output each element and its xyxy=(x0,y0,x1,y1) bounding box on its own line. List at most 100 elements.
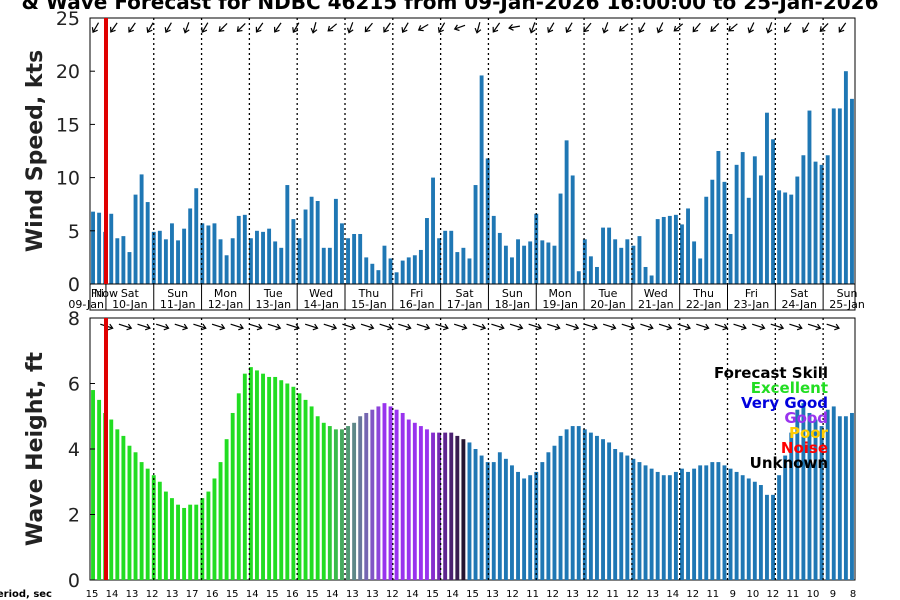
wind-arrow-head xyxy=(656,27,663,34)
legend-entry: Good xyxy=(784,409,828,427)
wave-bar xyxy=(497,452,502,580)
wind-arrow xyxy=(474,22,482,34)
wave-arrow-head xyxy=(796,323,803,331)
wind-arrow-head xyxy=(146,27,153,34)
wind-arrow-shaft xyxy=(165,22,172,32)
wind-bar xyxy=(267,228,272,284)
wave-panel: 0 2 4 6 8 Wave Height, ft Period, sec 15 14 13 12 1… xyxy=(0,308,856,600)
wind-arrow-shaft xyxy=(274,22,282,32)
wind-arrow-head xyxy=(364,26,371,33)
wind-y-axis-label: Wind Speed, kts xyxy=(23,50,48,252)
wind-arrow xyxy=(110,22,118,33)
wave-arrow-head xyxy=(238,323,244,331)
period-value: 10 xyxy=(807,589,820,600)
wave-bar xyxy=(850,412,854,580)
wind-bar xyxy=(728,233,733,284)
wave-bar xyxy=(382,403,387,580)
period-value: 15 xyxy=(226,589,239,600)
wave-arrow xyxy=(304,323,319,331)
period-value: 11 xyxy=(606,589,619,600)
wind-bar xyxy=(151,231,156,284)
day-label-dow: Fri xyxy=(91,287,104,300)
wave-bar xyxy=(194,504,199,580)
day-label-date: 25-Jan xyxy=(829,298,865,311)
day-label-dow: Fri xyxy=(410,287,423,300)
wave-arrow xyxy=(398,323,412,331)
wave-bar xyxy=(576,426,581,580)
wave-arrow-shaft xyxy=(751,323,764,329)
wind-arrow-shaft xyxy=(566,22,573,32)
wind-ytick-label: 0 xyxy=(68,274,80,296)
period-value: 12 xyxy=(626,589,639,600)
day-label-dow: Thu xyxy=(358,287,380,300)
period-value: 11 xyxy=(787,589,800,600)
wave-bar xyxy=(843,416,848,580)
wind-arrow xyxy=(547,22,555,34)
wind-arrow-shaft xyxy=(348,22,354,32)
period-value: 8 xyxy=(850,589,856,600)
wave-bar xyxy=(364,412,369,580)
period-row: Period, sec 15 14 13 12 13 17 16 15 14 15 16 15 14 13 1… xyxy=(0,589,856,600)
wind-arrow-shaft xyxy=(711,23,720,31)
wind-arrow-head xyxy=(383,26,389,33)
wave-arrow xyxy=(342,323,356,331)
day-label-date: 23-Jan xyxy=(734,298,770,311)
wave-bar xyxy=(746,478,751,580)
wind-arrow-head xyxy=(728,25,734,32)
wave-arrow-head xyxy=(554,323,561,331)
wind-bar xyxy=(467,258,472,284)
wave-arrow-head xyxy=(573,323,580,331)
wave-axes-box xyxy=(89,317,856,581)
wind-arrow-head xyxy=(529,27,536,34)
wave-arrow-shaft xyxy=(807,323,820,329)
wind-bar xyxy=(242,214,247,284)
wind-bar xyxy=(431,177,435,284)
wind-bar xyxy=(771,139,775,284)
wind-arrow-head xyxy=(417,25,424,32)
wind-arrow-head xyxy=(802,27,809,34)
wind-arrow-shaft xyxy=(202,22,209,32)
wave-arrow xyxy=(323,323,338,331)
wave-arrow-shaft xyxy=(211,323,224,329)
wave-bar xyxy=(133,452,138,580)
now-line-wind xyxy=(104,18,108,284)
wind-bar xyxy=(224,255,229,284)
wind-bar xyxy=(625,239,630,284)
wind-bar xyxy=(607,227,612,284)
wind-bar xyxy=(667,215,672,284)
wave-arrow-shaft xyxy=(584,323,597,329)
day-label-date: 17-Jan xyxy=(447,298,483,311)
wave-bar xyxy=(346,426,350,580)
period-value: 15 xyxy=(266,589,279,600)
wave-arrow-shaft xyxy=(509,323,522,329)
wind-arrow-head xyxy=(91,27,98,34)
wave-arrow xyxy=(211,323,226,331)
wave-arrow-head xyxy=(200,323,207,331)
day-label-date: 12-Jan xyxy=(208,298,244,311)
wave-bar xyxy=(145,468,150,580)
wind-bar xyxy=(394,272,399,284)
wind-bar xyxy=(309,196,314,284)
wind-bar xyxy=(200,223,205,284)
wave-bar xyxy=(637,462,642,580)
wave-arrow-head xyxy=(461,323,468,331)
wind-bar xyxy=(570,175,575,284)
wind-arrow-shaft xyxy=(674,23,684,31)
period-value: 17 xyxy=(186,589,199,600)
wave-bar xyxy=(255,370,259,580)
wave-bar xyxy=(163,491,168,580)
wind-arrow-shaft xyxy=(256,22,264,32)
wind-arrow xyxy=(656,22,664,34)
day-label-dow: Sun xyxy=(837,287,858,300)
period-value: 13 xyxy=(486,589,499,600)
wave-bar xyxy=(352,422,357,580)
wind-arrow-shaft xyxy=(493,22,501,32)
wind-arrow-shaft xyxy=(548,22,555,32)
wind-bar xyxy=(346,238,350,284)
chart-title: & Wave Forecast for NDBC 46215 from 09-J… xyxy=(22,0,879,14)
wave-bar xyxy=(595,435,599,580)
period-value: 11 xyxy=(706,589,719,600)
period-value: 9 xyxy=(730,589,736,600)
wave-arrow-head xyxy=(405,323,412,331)
